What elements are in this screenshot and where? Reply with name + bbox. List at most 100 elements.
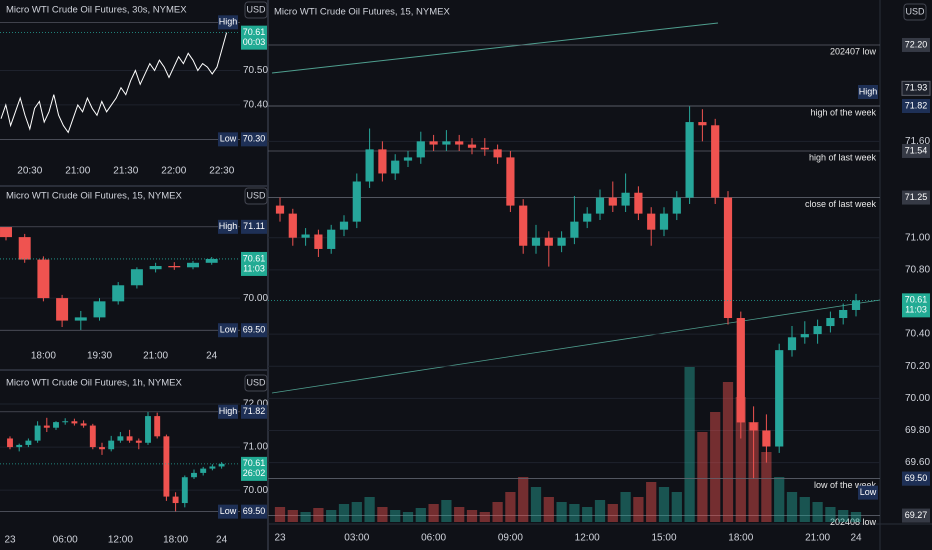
x-tick-label: 23 (4, 535, 16, 546)
candle-body (154, 416, 161, 437)
volume-bar (441, 500, 452, 522)
candle-body (416, 141, 425, 158)
x-tick-label: 23 (274, 533, 286, 544)
price-value: 70.61 (905, 295, 928, 305)
level-name: high of the week (810, 107, 876, 117)
y-tick-label: 70.00 (905, 393, 930, 404)
candle-body (339, 221, 349, 230)
x-tick-label: 09:00 (498, 533, 523, 544)
candle-body (531, 237, 541, 246)
x-tick-label: 19:30 (87, 351, 112, 362)
volume-bar (838, 510, 849, 522)
candle-body (149, 266, 162, 270)
volume-bar (300, 512, 311, 522)
candle-body (209, 466, 216, 469)
volume-bar (646, 482, 657, 522)
candle-body (365, 149, 374, 182)
candle-body (787, 337, 797, 351)
candle-body (813, 326, 822, 335)
high-name-box (218, 15, 238, 30)
low-name-box (218, 504, 238, 519)
candle-body (672, 197, 681, 214)
low-value: 69.50 (243, 325, 266, 335)
level-value-box (902, 143, 930, 158)
candle-body (647, 213, 656, 230)
low-name: Low (220, 325, 237, 335)
high-value: 71.82 (905, 100, 928, 110)
level-value: 69.27 (905, 510, 928, 520)
volume-bar (620, 492, 631, 522)
low-value-box (241, 323, 267, 338)
low-value-box (241, 504, 267, 519)
candle-body (62, 421, 69, 423)
price-value: 70.61 (243, 27, 266, 37)
candle-body (135, 440, 142, 443)
y-tick-label: 70.50 (243, 65, 268, 76)
candle-body (71, 421, 78, 424)
level-value: 71.25 (905, 192, 928, 202)
candle-body (467, 144, 477, 148)
x-tick-label: 24 (206, 351, 218, 362)
candle-body (327, 229, 336, 249)
x-tick-label: 15:00 (651, 533, 676, 544)
level-name: 202407 low (830, 46, 877, 56)
volume-bar (684, 367, 695, 522)
price-value: 70.61 (243, 253, 266, 263)
volume-bar (364, 497, 375, 522)
trend-line (271, 299, 881, 394)
high-name: High (859, 86, 878, 96)
x-tick-label: 12:00 (575, 533, 600, 544)
candle-body (108, 440, 115, 450)
candle-body (0, 226, 12, 238)
candle-body (826, 318, 835, 327)
price-box (902, 293, 930, 318)
x-tick-label: 21:00 (65, 166, 90, 177)
candle-body (775, 350, 784, 447)
candle-body (455, 141, 464, 145)
candle-body (187, 262, 199, 268)
candle-body (519, 205, 528, 246)
volume-bar (518, 477, 529, 522)
chart-title: Micro WTI Crude Oil Futures, 15, NYMEX (274, 7, 450, 18)
volume-bar (710, 412, 721, 522)
currency-button (244, 374, 268, 392)
y-tick-label: 70.00 (243, 485, 268, 496)
price-countdown: 11:03 (243, 263, 265, 273)
chart-title: Micro WTI Crude Oil Futures, 1h, NYMEX (6, 378, 182, 389)
price-box (241, 25, 267, 50)
volume-bar (607, 504, 618, 522)
candle-body (37, 259, 50, 299)
high-name: High (219, 221, 238, 231)
volume-bar (582, 507, 593, 522)
volume-bar (543, 497, 554, 522)
volume-bar (799, 497, 810, 522)
volume-bar (313, 508, 324, 522)
candle-body (43, 425, 50, 428)
candle-body (7, 438, 13, 448)
high-name-box (218, 404, 238, 419)
volume-bar (761, 452, 772, 522)
y-tick-label: 72.00 (243, 399, 268, 410)
candle-body (544, 237, 553, 246)
x-tick-label: 24 (850, 533, 862, 544)
candle-body (595, 197, 605, 214)
candle-body (851, 300, 861, 310)
candle-body (205, 258, 218, 263)
volume-bar (479, 512, 490, 522)
high-value: 71.82 (243, 406, 266, 416)
candle-body (711, 125, 720, 198)
level-value-box (902, 190, 930, 205)
candle-body (429, 141, 438, 145)
candle-body (172, 496, 179, 504)
volume-bar (377, 507, 388, 522)
candle-body (99, 447, 105, 450)
candle-body (749, 422, 758, 431)
candle-body (301, 234, 310, 238)
volume-bar (569, 504, 580, 522)
candle-body (53, 422, 59, 428)
candle-body (557, 237, 566, 246)
candle-body (200, 468, 207, 473)
low-value: 69.50 (243, 506, 266, 516)
